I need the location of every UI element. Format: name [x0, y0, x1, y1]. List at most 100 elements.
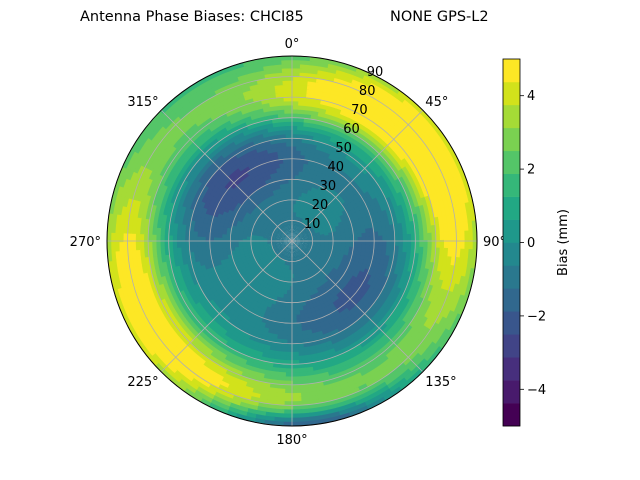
field-cell	[296, 229, 300, 235]
field-cell	[273, 211, 278, 217]
field-cell	[275, 237, 280, 240]
field-cell	[287, 228, 290, 234]
field-cell	[180, 234, 186, 242]
field-cell	[298, 375, 308, 382]
field-cell	[277, 231, 282, 235]
field-cell	[317, 225, 323, 230]
field-cell	[285, 343, 293, 349]
field-cell	[268, 222, 273, 227]
field-cell	[250, 240, 256, 244]
field-cell	[293, 253, 296, 258]
field-cell	[311, 245, 317, 248]
field-cell	[299, 213, 303, 219]
field-cell	[321, 225, 328, 230]
field-cell	[305, 216, 310, 222]
field-cell	[259, 248, 265, 252]
field-cell	[295, 237, 301, 240]
field-cell	[295, 235, 300, 239]
field-cell	[435, 239, 441, 250]
field-cell	[297, 104, 308, 111]
field-cell	[196, 235, 202, 242]
field-cell	[273, 72, 285, 78]
field-cell	[281, 217, 285, 223]
field-cell	[295, 252, 298, 258]
field-cell	[283, 247, 287, 252]
field-cell	[288, 182, 293, 188]
field-cell	[365, 236, 371, 242]
field-cell	[238, 243, 243, 248]
field-cell	[277, 214, 281, 220]
field-cell	[285, 125, 293, 131]
field-cell	[288, 257, 291, 263]
field-cell	[279, 213, 284, 219]
field-cell	[332, 235, 338, 240]
field-cell	[160, 253, 167, 263]
field-cell	[459, 221, 466, 234]
field-cell	[307, 253, 312, 259]
field-cell	[296, 247, 300, 252]
field-cell	[307, 234, 313, 237]
field-cell	[276, 266, 281, 272]
field-cell	[246, 242, 252, 247]
field-cell	[290, 388, 302, 394]
field-cell	[285, 187, 290, 192]
field-cell	[291, 331, 298, 337]
field-cell	[302, 233, 308, 237]
field-cell	[298, 245, 303, 249]
field-cell	[291, 376, 301, 382]
field-cell	[225, 243, 231, 249]
field-cell	[279, 235, 285, 239]
field-cell	[297, 247, 301, 252]
field-cell	[266, 253, 272, 258]
field-cell	[298, 84, 310, 90]
field-cell	[284, 368, 293, 374]
field-cell	[284, 243, 289, 247]
field-cell	[439, 239, 445, 251]
field-cell	[296, 129, 305, 135]
field-cell	[278, 267, 282, 273]
field-cell	[309, 257, 314, 262]
field-cell	[229, 243, 235, 248]
field-cell	[284, 230, 288, 235]
field-cell	[260, 227, 266, 231]
field-cell	[297, 351, 305, 357]
field-cell	[278, 258, 282, 263]
field-cell	[291, 133, 299, 139]
field-cell	[294, 290, 299, 295]
field-cell	[279, 263, 284, 269]
field-cell	[285, 260, 288, 266]
field-cell	[303, 210, 308, 216]
field-cell	[308, 226, 314, 230]
field-cell	[250, 242, 256, 246]
field-cell	[308, 263, 314, 269]
field-cell	[307, 235, 313, 238]
field-cell	[422, 225, 429, 236]
field-cell	[236, 193, 244, 200]
field-cell	[427, 240, 433, 250]
field-cell	[286, 248, 290, 254]
field-cell	[294, 248, 297, 254]
field-cell	[301, 230, 306, 234]
field-cell	[285, 248, 289, 253]
field-cell	[276, 146, 284, 152]
field-cell	[406, 246, 412, 255]
field-cell	[299, 208, 303, 214]
field-cell	[225, 237, 231, 242]
field-cell	[299, 72, 311, 78]
field-cell	[266, 236, 272, 239]
field-cell	[270, 252, 276, 256]
field-cell	[291, 339, 299, 345]
field-cell	[303, 245, 308, 249]
field-cell	[258, 233, 264, 237]
field-cell	[264, 248, 270, 252]
field-cell	[200, 240, 206, 247]
field-cell	[295, 235, 300, 239]
field-cell	[302, 267, 306, 273]
field-cell	[258, 255, 264, 261]
field-cell	[290, 409, 303, 415]
field-cell	[274, 388, 286, 394]
field-cell	[285, 133, 293, 139]
field-cell	[300, 330, 308, 336]
field-cell	[276, 245, 282, 249]
field-cell	[284, 170, 290, 176]
